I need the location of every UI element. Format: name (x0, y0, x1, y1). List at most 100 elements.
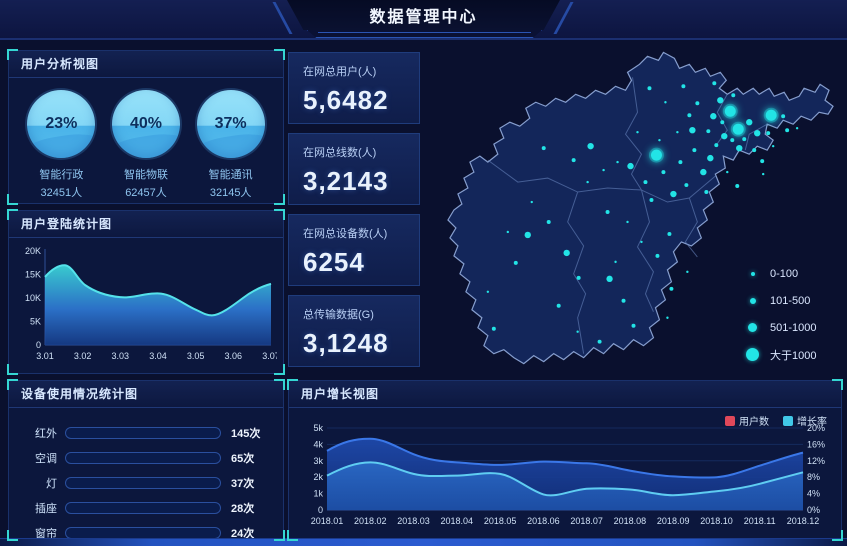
map-data-point (760, 159, 765, 164)
map-data-point (712, 81, 717, 86)
map-data-point (661, 170, 666, 175)
liquid-gauge: 37% (196, 90, 265, 158)
map-data-point (627, 162, 634, 170)
map-data-point (530, 200, 533, 204)
x-tick: 3.03 (112, 351, 130, 361)
panel-title: 用户分析视图 (9, 51, 283, 78)
gauge-iot: 40% 智能物联 62457人 (106, 90, 186, 200)
stat-card-total-lines: 在网总线数(人) 3,2143 (288, 133, 420, 205)
legend-dot (748, 323, 757, 332)
bar-row-infrared: 红外 145次 (19, 420, 273, 445)
x-tick: 2018.08 (614, 516, 647, 526)
map-data-point (720, 120, 725, 125)
x-tick: 2018.02 (354, 516, 387, 526)
bar-label: 红外 (35, 427, 57, 440)
legend-label: 用户数 (739, 417, 769, 428)
legend-swatch-red (725, 415, 735, 426)
map-data-point (647, 86, 652, 91)
bar-label: 窗帘 (35, 527, 57, 540)
right-tick: 20% (807, 423, 825, 433)
login-area-chart: 0 5K 10K 15K 20K 3.01 3.02 3.03 3.04 3.0… (25, 246, 277, 361)
bar-track (65, 476, 221, 489)
footer-decoration (0, 538, 847, 546)
stat-card-total-devices: 在网总设备数(人) 6254 (288, 214, 420, 286)
y-tick: 0 (36, 340, 41, 350)
map-data-point (710, 113, 717, 120)
map-data-point (742, 137, 747, 142)
corner-decoration (274, 379, 285, 390)
region-map: 0-100 101-500 501-1000 大于1000 (428, 42, 847, 377)
left-tick: 1k (313, 489, 323, 499)
map-data-point (587, 142, 594, 150)
legend-dot (750, 297, 756, 304)
gauge-count: 62457人 (125, 187, 167, 199)
corner-decoration (832, 530, 843, 541)
map-data-point (506, 230, 510, 234)
right-tick: 16% (807, 439, 825, 449)
header-slash-right (553, 2, 574, 34)
bar-value: 28次 (231, 502, 255, 515)
legend-item-growth-rate[interactable]: 增长率 (783, 413, 827, 428)
gauge-admin: 23% 智能行政 32451人 (21, 90, 101, 200)
bar-track (65, 426, 221, 439)
panel-user-analysis: 用户分析视图 23% 智能行政 32451人 40% 智能物联 62457人 3… (7, 49, 285, 205)
stat-value: 3,1248 (303, 328, 389, 358)
map-data-point (746, 119, 753, 126)
left-tick: 3k (313, 456, 323, 466)
left-tick: 5k (313, 423, 323, 433)
right-tick: 12% (807, 456, 825, 466)
corner-decoration (274, 530, 285, 541)
legend-item-101-500: 101-500 (746, 287, 817, 314)
map-data-point (706, 129, 711, 134)
map-data-point (602, 168, 605, 172)
liquid-gauge: 23% (27, 90, 96, 158)
legend-item-501-1000: 501-1000 (746, 314, 817, 341)
map-data-point (735, 184, 740, 189)
x-tick: 3.04 (149, 351, 167, 361)
bar-value: 65次 (231, 452, 255, 465)
device-bar-chart: 红外 145次 空调 65次 灯 37次 插座 28次 窗帘 (9, 408, 283, 545)
map-data-point (762, 172, 765, 176)
corner-decoration (7, 364, 18, 375)
legend-label: 0-100 (770, 267, 799, 280)
map-data-point (576, 330, 579, 333)
x-tick: 2018.06 (527, 516, 560, 526)
map-svg (447, 51, 834, 365)
bar-track (65, 526, 221, 539)
map-data-point (626, 220, 629, 224)
map-data-point (721, 132, 728, 140)
legend-item-users[interactable]: 用户数 (725, 413, 769, 428)
bar-value: 37次 (231, 477, 255, 490)
map-data-point (655, 253, 660, 258)
map-data-point (676, 130, 679, 134)
map-data-point (687, 113, 692, 118)
map-data-point (631, 323, 636, 328)
right-tick: 8% (807, 472, 820, 482)
left-tick: 0 (318, 505, 323, 515)
x-tick: 2018.11 (744, 516, 776, 526)
left-tick: 2k (313, 472, 323, 482)
map-data-point (666, 316, 669, 319)
x-tick: 2018.03 (397, 516, 430, 526)
stat-label: 在网总设备数(人) (303, 228, 388, 240)
legend-dot (751, 271, 755, 276)
map-data-point (669, 286, 674, 291)
legend-label: 大于1000 (770, 349, 817, 362)
header-slash-left (272, 2, 293, 34)
map-data-point (658, 138, 661, 142)
page-title: 数据管理中心 (369, 9, 478, 26)
map-data-point (714, 143, 719, 148)
bar-track (65, 451, 221, 464)
stat-value: 5,6482 (303, 85, 389, 115)
x-tick: 3.06 (225, 351, 243, 361)
map-data-point (684, 183, 689, 188)
gauge-label: 智能物联 (123, 169, 168, 181)
panel-title: 设备使用情况统计图 (9, 381, 283, 408)
liquid-gauge: 40% (111, 90, 180, 158)
bar-track (65, 501, 221, 514)
header-banner: 数据管理中心 (0, 0, 847, 40)
map-data-point (556, 303, 561, 308)
x-tick: 3.02 (74, 351, 92, 361)
y-tick: 20K (25, 246, 41, 256)
legend-item-0-100: 0-100 (746, 260, 817, 287)
